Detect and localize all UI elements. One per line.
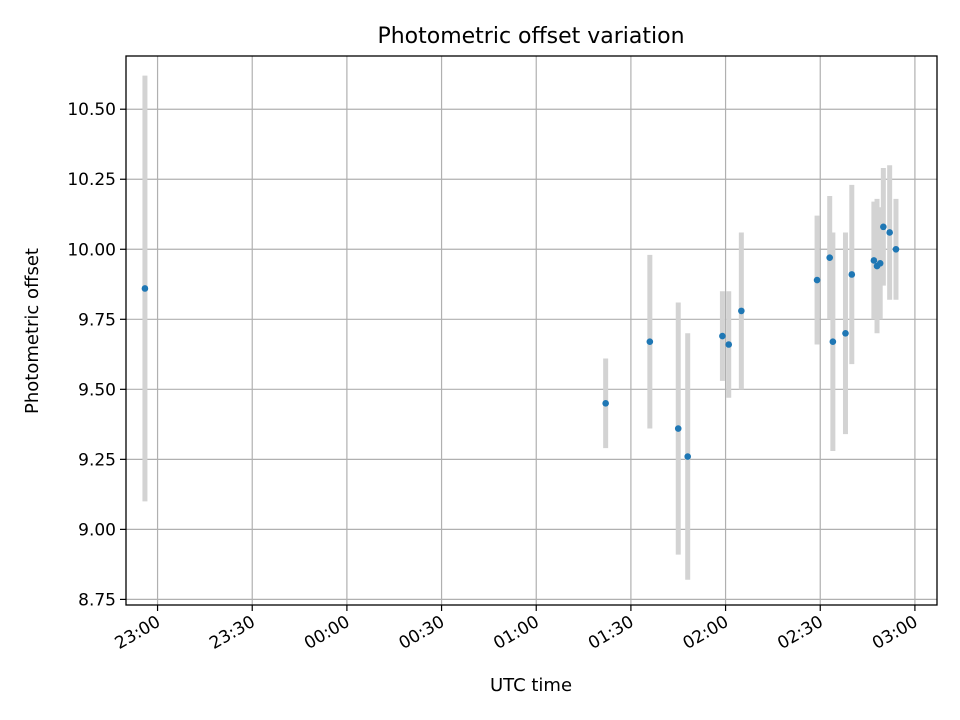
y-tick-label: 10.50 bbox=[67, 100, 116, 120]
plot-frame bbox=[125, 55, 938, 606]
data-point bbox=[602, 400, 609, 407]
y-tick-label: 9.50 bbox=[78, 380, 116, 400]
data-point bbox=[813, 276, 821, 284]
tick-layer: 8.75 9.00 9.25 9.50 9.75 10.00 10.25 10.50 23:00… bbox=[67, 100, 921, 654]
x-tick-label: 00:30 bbox=[396, 612, 448, 654]
data-point bbox=[886, 229, 893, 236]
y-tick-label: 9.75 bbox=[78, 310, 116, 330]
x-tick-label: 01:00 bbox=[490, 612, 542, 654]
x-tick-label: 02:30 bbox=[774, 612, 826, 654]
data-point bbox=[876, 259, 884, 267]
data-point bbox=[870, 257, 878, 264]
y-axis-label: Photometric offset bbox=[22, 248, 43, 414]
y-tick-label: 10.00 bbox=[67, 240, 116, 260]
grid-layer bbox=[126, 56, 937, 605]
x-tick-label: 23:00 bbox=[112, 612, 164, 654]
data-point bbox=[738, 307, 745, 315]
x-tick-label: 23:30 bbox=[206, 612, 258, 654]
data-point bbox=[141, 285, 149, 292]
data-point bbox=[829, 338, 837, 346]
x-tick-label: 00:00 bbox=[301, 612, 353, 654]
chart-title: Photometric offset variation bbox=[377, 24, 684, 49]
y-tick-label: 8.75 bbox=[78, 590, 116, 610]
point-layer bbox=[141, 223, 900, 460]
data-point bbox=[892, 245, 900, 253]
y-tick-label: 9.25 bbox=[78, 450, 116, 470]
data-point bbox=[684, 453, 692, 460]
errorbar-layer bbox=[142, 75, 899, 580]
data-point bbox=[848, 271, 856, 278]
data-point bbox=[719, 332, 726, 340]
y-tick-label: 10.25 bbox=[67, 170, 116, 190]
x-axis-label: UTC time bbox=[490, 675, 572, 696]
data-point bbox=[674, 425, 682, 432]
data-point bbox=[880, 223, 887, 231]
x-tick-label: 01:30 bbox=[585, 612, 637, 654]
x-tick-label: 02:00 bbox=[680, 612, 732, 654]
y-tick-label: 9.00 bbox=[78, 520, 116, 540]
data-point bbox=[842, 330, 849, 337]
data-point bbox=[826, 254, 834, 261]
data-point bbox=[646, 338, 654, 346]
x-tick-label: 03:00 bbox=[869, 612, 921, 654]
data-point bbox=[725, 341, 733, 348]
